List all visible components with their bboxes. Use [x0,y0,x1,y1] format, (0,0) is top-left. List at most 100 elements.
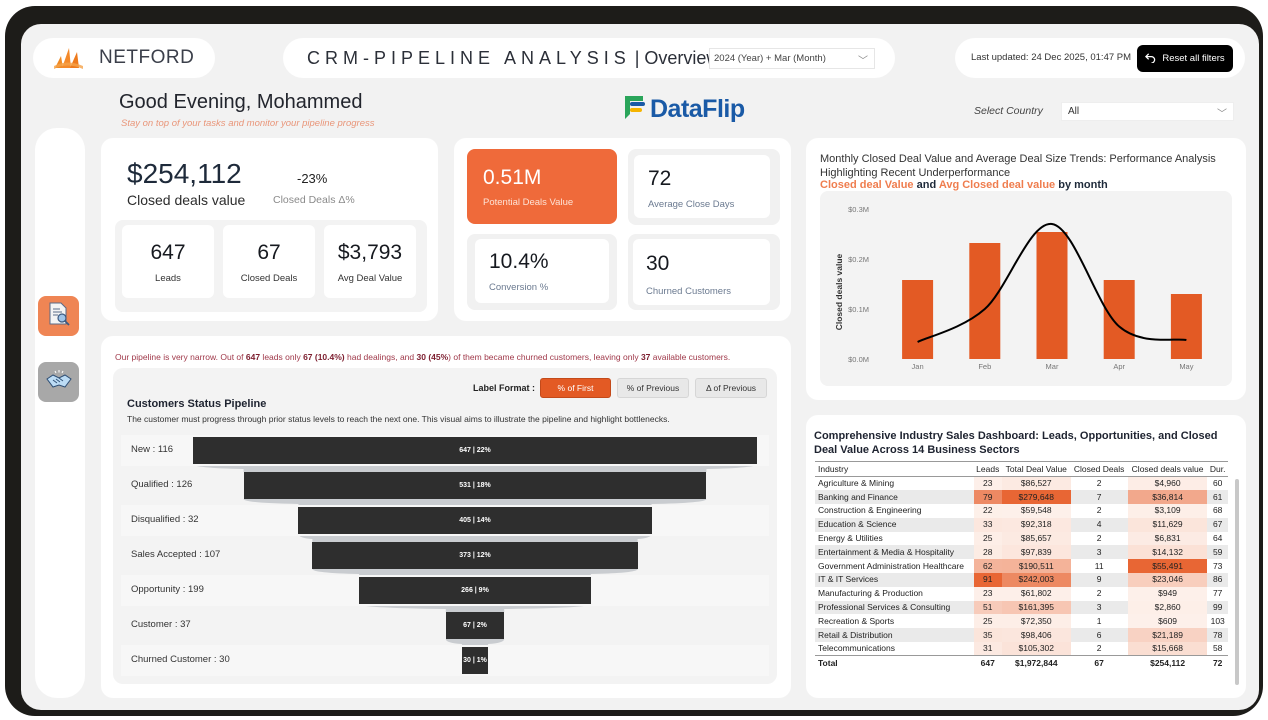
format-pct-of-previous-button[interactable]: % of Previous [617,378,689,398]
note-text: Our pipeline is very narrow. Out of [115,352,246,362]
dataflip-logo-icon [621,92,647,127]
col-total-deal-value[interactable]: Total Deal Value [1002,461,1071,477]
col-closed-deals[interactable]: Closed Deals [1070,461,1128,477]
table-row[interactable]: IT & IT Services 91 $242,003 9 $23,046 86 [815,573,1228,587]
y-tick-label: $0.0M [848,355,869,364]
col-duration[interactable]: Dur. [1207,461,1228,477]
table-row[interactable]: Agriculture & Mining 23 $86,527 2 $4,960 60 [815,476,1228,491]
reset-filters-button[interactable]: Reset all filters [1137,45,1233,72]
table-row[interactable]: Recreation & Sports 25 $72,350 1 $609 103 [815,614,1228,629]
x-tick-label: Jan [912,362,924,371]
country-filter-dropdown[interactable]: All ﹀ [1061,102,1234,121]
format-delta-of-previous-button[interactable]: Δ of Previous [695,378,767,398]
funnel-stage-bar[interactable]: 647 | 22% [193,437,757,464]
cell-duration: 58 [1212,643,1223,654]
funnel-stage-row[interactable]: Sales Accepted : 107 373 | 12% [121,540,769,571]
funnel-stage-row[interactable]: Qualified : 126 531 | 18% [121,470,769,501]
potential-deals-kpi: 0.51M Potential Deals Value [467,149,617,224]
x-tick-label: Mar [1046,362,1059,371]
last-updated-text: Last updated: 24 Dec 2025, 01:47 PM [971,52,1132,63]
funnel-stage-row[interactable]: New : 116 647 | 22% [121,435,769,466]
title-pill: CRM-PIPELINE ANALYSIS | Overview 2024 (Y… [283,38,895,78]
format-pct-of-first-button[interactable]: % of First [540,378,611,398]
sidebar-item-deals[interactable] [38,362,79,402]
funnel-stage-label: Qualified : 126 [131,479,193,490]
table-row[interactable]: Retail & Distribution 35 $98,406 6 $21,189 78 [815,628,1228,643]
y-tick-label: $0.2M [848,255,869,264]
cell-industry: Government Administration Healthcare [818,560,964,571]
funnel-stage-bar[interactable]: 373 | 12% [312,542,638,569]
cell-leads: 51 [973,600,1003,615]
cell-closed-deals-value: $2,860 [1127,600,1208,615]
funnel-stage-row[interactable]: Disqualified : 32 405 | 14% [121,505,769,536]
handshake-icon [45,369,73,396]
table-row[interactable]: Entertainment & Media & Hospitality 28 $97… [815,545,1228,560]
pipeline-panel: Label Format : % of First % of Previous … [113,368,777,684]
y-axis-label: Closed deals value [834,253,844,330]
table-row[interactable]: Professional Services & Consulting 51 $161… [815,600,1228,615]
x-tick-label: May [1179,362,1193,371]
bar-may[interactable] [1170,294,1202,359]
note-highlight: 67 (10.4%) [303,352,345,362]
bar-mar[interactable] [1036,232,1068,359]
cell-closed-deals-value: $55,491 [1127,559,1208,574]
bar-feb[interactable] [969,243,1001,359]
table-row[interactable]: Construction & Engineering 22 $59,548 2 $3,1… [815,504,1228,518]
funnel-connector [193,464,757,472]
bar-jan[interactable] [902,280,934,359]
table-row[interactable]: Banking and Finance 79 $279,648 7 $36,814 61 [815,490,1228,505]
note-highlight: 647 [245,352,261,362]
chevron-down-icon: ﹀ [858,56,868,67]
avg-closed-deal-line[interactable] [917,222,1187,343]
cell-total-deal-value: $86,527 [1002,476,1071,491]
funnel-stage-label: New : 116 [131,444,174,455]
period-filter-dropdown[interactable]: 2024 (Year) + Mar (Month) ﹀ [709,48,875,69]
cell-closed-deals-value: $4,960 [1127,476,1208,491]
cell-closed-deals: 2 [1096,588,1102,599]
leads-label: Leads [155,273,181,284]
total-cell-total: $1,972,844 [1002,655,1071,671]
funnel-stage-bar[interactable]: 67 | 2% [445,612,505,639]
bar-apr[interactable] [1103,280,1135,359]
chart-subtitle: Closed deal Value and Avg Closed deal va… [820,179,1108,191]
table-row[interactable]: Energy & Utilities 25 $85,657 2 $6,831 64 [815,531,1228,546]
cell-industry: Professional Services & Consulting [815,600,974,615]
cell-leads: 25 [973,531,1003,546]
cell-total-deal-value: $190,511 [1002,559,1071,574]
cell-duration: 59 [1207,545,1228,560]
table-scrollbar[interactable] [1235,479,1239,685]
col-closed-deals-value[interactable]: Closed deals value [1127,461,1208,477]
table-row[interactable]: Manufacturing & Production 23 $61,802 2 $949… [815,586,1228,601]
col-leads[interactable]: Leads [973,461,1003,477]
funnel-stage-bar[interactable]: 405 | 14% [298,507,652,534]
table-row[interactable]: Government Administration Healthcare 62 $1… [815,559,1228,574]
funnel-stage-row[interactable]: Customer : 37 67 | 2% [121,610,769,641]
total-cell-dur: 72 [1207,655,1228,671]
cell-total-deal-value: $242,003 [1002,573,1071,587]
col-industry[interactable]: Industry [815,461,974,477]
funnel-stage-row[interactable]: Churned Customer : 30 30 | 1% [121,645,769,676]
conversion-kpi: 10.4% Conversion % [467,234,617,310]
pipeline-description: The customer must progress through prior… [127,414,670,424]
cell-closed-deals-value: $3,109 [1127,504,1208,518]
cell-closed-deals: 2 [1096,533,1102,544]
funnel-stage-label: Disqualified : 32 [131,514,199,525]
cell-leads: 79 [973,490,1003,505]
cell-total-deal-value: $92,318 [1002,517,1071,532]
cell-duration: 68 [1212,505,1223,516]
table-header-row: Industry Leads Total Deal Value Closed D… [815,461,1228,477]
note-highlight: 37 [640,352,651,362]
table-row[interactable]: Education & Science 33 $92,318 4 $11,629 67 [815,517,1228,532]
funnel-stage-bar[interactable]: 30 | 1% [461,647,489,674]
sidebar-item-report-analysis[interactable] [38,296,79,336]
dataflip-logo: DataFlip [621,92,745,127]
funnel-stage-bar[interactable]: 266 | 9% [359,577,591,604]
funnel-stage-bar[interactable]: 531 | 18% [243,472,707,499]
closed-deals-count-kpi: 67 Closed Deals [223,225,315,298]
table-row[interactable]: Telecommunications 31 $105,302 2 $15,668 58 [815,642,1228,656]
cell-total-deal-value: $279,648 [1002,490,1071,505]
cell-closed-deals: 11 [1094,560,1104,571]
greeting-subtitle: Stay on top of your tasks and monitor yo… [121,118,375,129]
greeting-title: Good Evening, Mohammed [119,91,363,113]
funnel-stage-row[interactable]: Opportunity : 199 266 | 9% [121,575,769,606]
